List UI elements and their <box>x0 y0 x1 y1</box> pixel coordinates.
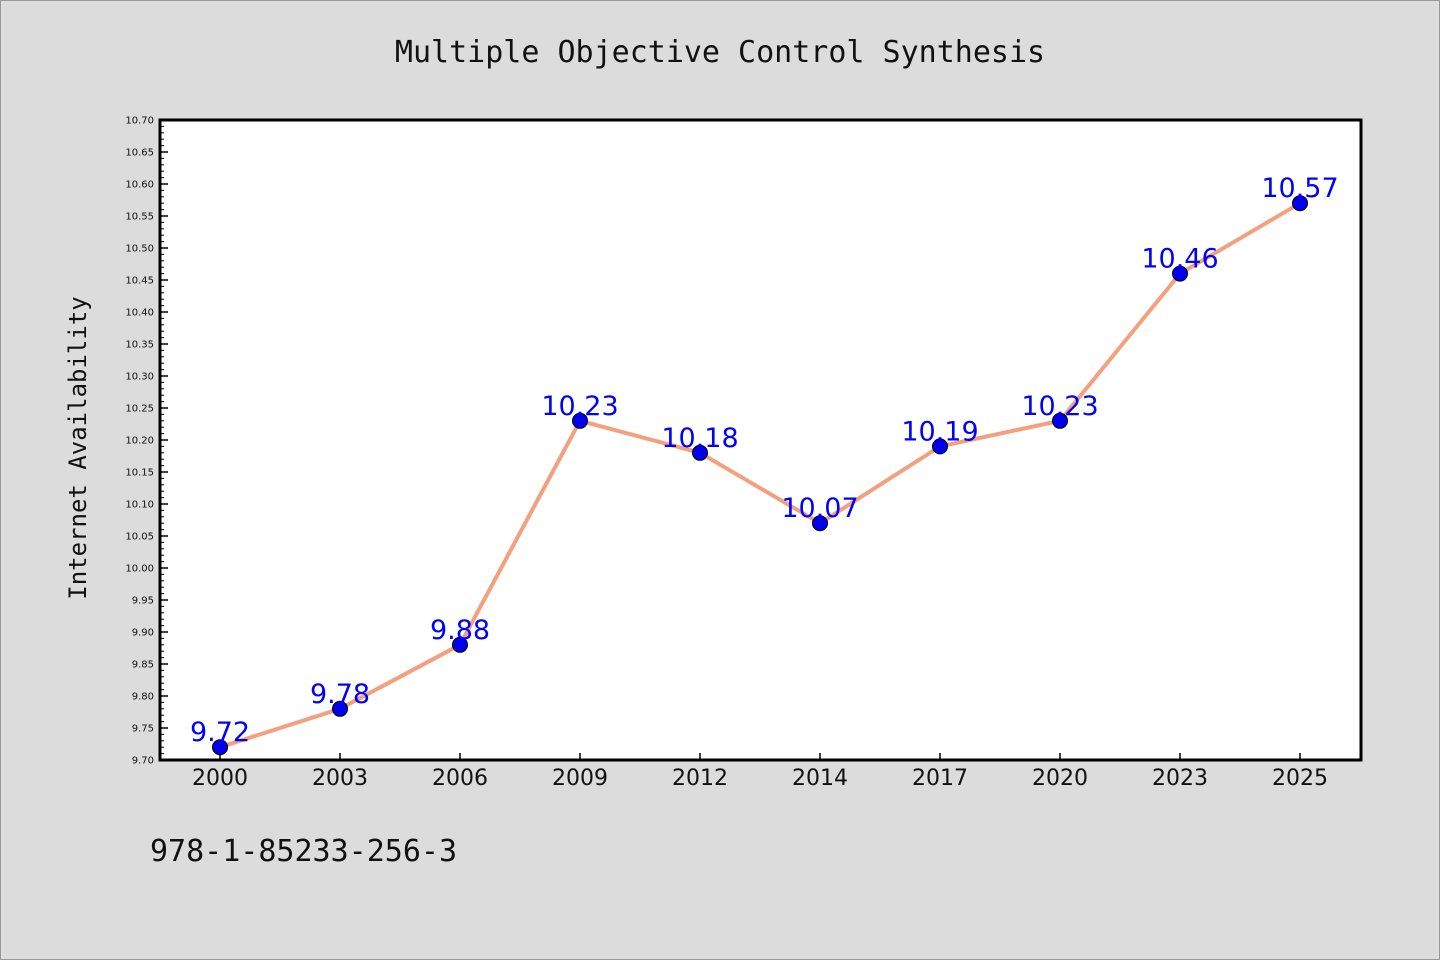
chart-title: Multiple Objective Control Synthesis <box>395 35 1045 70</box>
x-tick-label: 2000 <box>192 766 248 791</box>
y-tick-label: 10.10 <box>125 500 154 511</box>
x-tick-label: 2014 <box>792 766 848 791</box>
data-point <box>692 444 708 461</box>
y-tick-label: 9.90 <box>132 628 154 639</box>
x-tick-label: 2012 <box>672 766 728 791</box>
y-axis-ticks: 9.70 9.75 9.80 9.85 9.90 9.95 10.00 10.05 10.10 1… <box>125 116 168 767</box>
data-label: 10.46 <box>1141 244 1218 275</box>
x-tick-label: 2003 <box>312 766 368 791</box>
y-tick-label: 9.85 <box>132 660 154 671</box>
y-tick-label: 10.05 <box>125 532 154 543</box>
data-label: 10.23 <box>541 391 618 422</box>
y-tick-label: 9.75 <box>132 724 154 735</box>
data-label: 10.57 <box>1261 173 1338 204</box>
data-label: 10.18 <box>661 423 738 454</box>
y-tick-label: 10.30 <box>125 372 154 383</box>
y-tick-label: 10.15 <box>125 468 154 479</box>
data-label: 10.07 <box>781 493 858 524</box>
data-point <box>812 515 828 532</box>
y-tick-label: 9.80 <box>132 692 154 703</box>
x-tick-label: 2023 <box>1152 766 1208 791</box>
y-tick-label: 10.20 <box>125 436 154 447</box>
plot-area <box>158 118 1363 762</box>
y-axis-label: Internet Availability <box>64 296 92 599</box>
series-line <box>218 201 1302 750</box>
data-label-layer: 9.72 9.78 9.88 10.23 10.18 10.07 10.19 10.23 10.… <box>190 173 1339 748</box>
x-tick-label: 2025 <box>1272 766 1328 791</box>
data-label: 9.78 <box>310 679 370 710</box>
y-tick-label: 10.25 <box>125 404 154 415</box>
y-tick-label: 9.95 <box>132 596 154 607</box>
data-label: 10.23 <box>1021 391 1098 422</box>
data-point <box>932 438 948 455</box>
y-tick-label: 10.50 <box>125 244 154 255</box>
data-point <box>1172 265 1188 282</box>
x-tick-label: 2009 <box>552 766 608 791</box>
y-tick-label: 10.35 <box>125 340 154 351</box>
data-point <box>1052 412 1068 429</box>
data-label: 9.88 <box>430 615 490 646</box>
y-tick-label: 10.55 <box>125 212 154 223</box>
data-point <box>212 739 228 756</box>
x-tick-label: 2020 <box>1032 766 1088 791</box>
y-tick-label: 10.00 <box>125 564 154 575</box>
x-tick-label: 2017 <box>912 766 968 791</box>
series-layer <box>212 195 1308 756</box>
data-point <box>572 412 588 429</box>
data-label: 9.72 <box>190 717 250 748</box>
x-tick-label: 2006 <box>432 766 488 791</box>
isbn-footnote: 978-1-85233-256-3 <box>150 834 458 869</box>
y-tick-label: 10.70 <box>125 116 154 127</box>
y-tick-label: 10.65 <box>125 148 154 159</box>
data-point <box>332 700 348 717</box>
y-tick-label: 10.45 <box>125 276 154 287</box>
data-point <box>452 636 468 653</box>
x-axis-ticks: 2000 2003 2006 2009 2012 2014 2017 2020 2023 2025 <box>192 753 1328 791</box>
y-tick-label: 9.70 <box>132 756 154 767</box>
y-tick-label: 10.40 <box>125 308 154 319</box>
data-point <box>1292 195 1308 212</box>
data-label: 10.19 <box>901 416 978 447</box>
y-tick-label: 10.60 <box>125 180 154 191</box>
